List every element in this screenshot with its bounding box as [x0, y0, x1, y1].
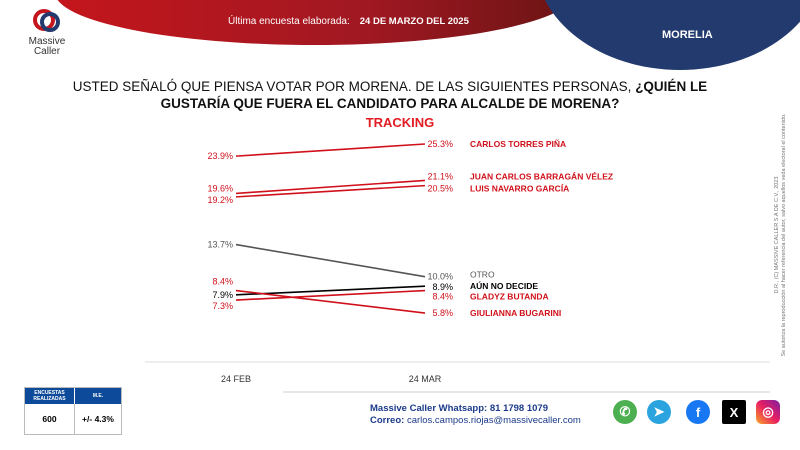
series-line — [235, 289, 426, 314]
x-tick-label: 24 MAR — [409, 374, 442, 384]
data-label: 5.8% — [432, 308, 453, 318]
survey-date-value: 24 DE MARZO DEL 2025 — [359, 16, 469, 27]
survey-label: Última encuesta elaborada: — [228, 16, 350, 27]
data-label: 20.5% — [427, 184, 453, 194]
series-name: LUIS NAVARRO GARCÍA — [470, 184, 569, 194]
whatsapp-icon[interactable]: ✆ — [613, 400, 637, 424]
data-label: 23.9% — [207, 151, 233, 161]
series-name: CARLOS TORRES PIÑA — [470, 139, 566, 149]
series-name: GIULIANNA BUGARINI — [470, 308, 561, 318]
data-label: 25.3% — [427, 139, 453, 149]
series-name: GLADYZ BUTANDA — [470, 292, 549, 302]
series-line — [235, 289, 426, 301]
data-label: 10.0% — [427, 272, 453, 282]
logo: Massive Caller — [22, 8, 72, 57]
question-bold: ¿QUIÉN LE GUSTARÍA QUE FUERA EL CANDIDAT… — [160, 79, 708, 111]
sample-header: ENCUESTAS REALIZADAS — [25, 388, 75, 404]
logo-text: Massive — [28, 36, 66, 47]
series-name: AÚN NO DECIDE — [470, 280, 538, 291]
logo-text: Caller — [33, 46, 61, 57]
email-label: Correo: — [370, 415, 405, 426]
telegram-icon[interactable]: ➤ — [647, 400, 671, 424]
margin-header: M.E. — [92, 393, 104, 399]
series-name: OTRO — [470, 270, 495, 280]
facebook-icon[interactable]: f — [686, 400, 710, 424]
series-line — [235, 179, 426, 195]
legal-line-1: D.R., (C) MASSIVE CALLER S.A DE C.V., 20… — [774, 177, 780, 294]
data-label: 13.7% — [207, 240, 233, 250]
city-label: MORELIA — [662, 29, 713, 41]
email-link[interactable]: carlos.campos.riojas@massivecaller.com — [406, 415, 581, 426]
legal-text: D.R., (C) MASSIVE CALLER S.A DE C.V., 20… — [774, 113, 787, 357]
contact-info: Massive Caller Whatsapp: 81 1798 1079 Co… — [370, 403, 581, 427]
whatsapp-label: Massive Caller Whatsapp: — [370, 403, 488, 414]
sample-size: 600 — [25, 404, 75, 434]
instagram-icon[interactable]: ◎ — [756, 400, 780, 424]
data-label: 21.1% — [427, 171, 453, 181]
whatsapp-number[interactable]: 81 1798 1079 — [489, 403, 548, 414]
x-icon[interactable]: X — [722, 400, 746, 424]
data-label: 7.9% — [212, 290, 233, 300]
chart-title: TRACKING — [365, 115, 435, 130]
series-line — [235, 243, 426, 278]
data-label: 8.4% — [212, 277, 233, 287]
series-line — [235, 184, 426, 198]
series-line — [235, 143, 426, 157]
data-label: 8.4% — [432, 292, 453, 302]
data-label: 8.9% — [432, 282, 453, 292]
data-label: 19.6% — [207, 183, 233, 193]
data-label: 7.3% — [212, 301, 233, 311]
sample-table: ENCUESTAS REALIZADAS M.E. 600 +/- 4.3% — [24, 387, 122, 435]
series-name: JUAN CARLOS BARRAGÁN VÉLEZ — [470, 171, 613, 181]
series-line — [235, 285, 426, 296]
legal-line-2: Se autoriza la reproducción al hacer ref… — [781, 113, 787, 357]
data-label: 19.2% — [207, 195, 233, 205]
question-title: USTED SEÑALÓ QUE PIENSA VOTAR POR MORENA… — [60, 78, 720, 112]
survey-date: Última encuesta elaborada: 24 DE MARZO DE… — [228, 16, 469, 27]
margin-error: +/- 4.3% — [82, 414, 114, 424]
x-tick-label: 24 FEB — [221, 374, 251, 384]
question-normal: USTED SEÑALÓ QUE PIENSA VOTAR POR MORENA… — [72, 79, 636, 94]
logo-icon — [33, 9, 60, 32]
